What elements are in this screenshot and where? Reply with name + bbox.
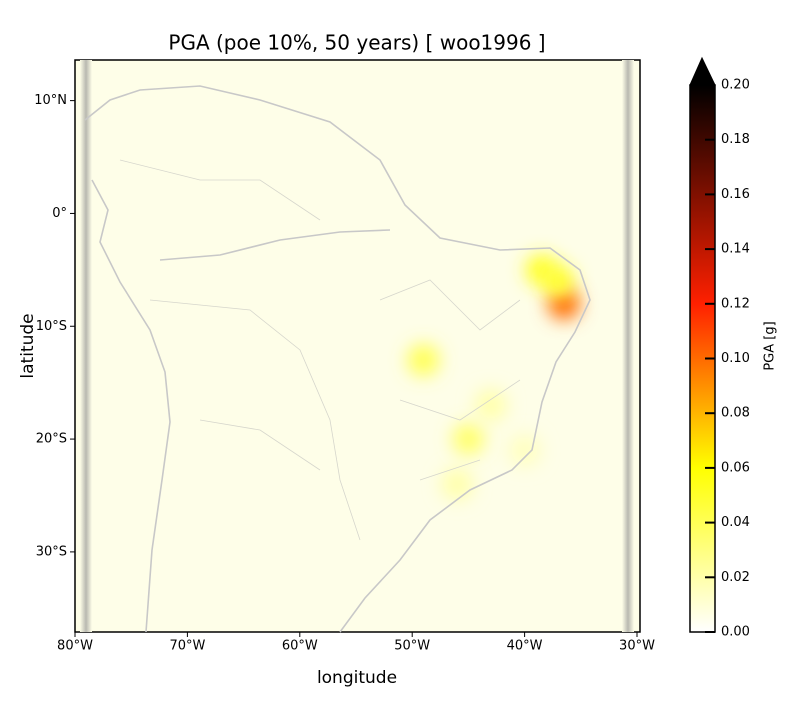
chart-title: PGA (poe 10%, 50 years) [ woo1996 ] [168,31,545,55]
y-tick-label: 10°N [34,93,67,108]
hazard-spot [407,344,440,377]
y-tick-label: 20°S [36,432,67,447]
hazard-spot [441,468,474,501]
y-tick-label: 0° [52,206,67,221]
colorbar-label: PGA [g] [763,321,778,370]
coastline [84,85,591,633]
colorbar-tick-label: 0.04 [721,515,750,530]
edge-band [80,60,92,632]
x-tick-label: 80°W [57,639,93,654]
x-axis-label: longitude [317,668,397,688]
y-axis-label: latitude [18,313,38,378]
x-tick-label: 60°W [282,639,318,654]
edge-band [622,60,634,632]
hazard-layer [407,253,580,501]
x-tick-label: 30°W [619,639,655,654]
colorbar-tick-label: 0.18 [721,132,750,147]
coastline [91,179,171,633]
hazard-spot [452,423,485,456]
colorbar-tick-label: 0.02 [721,570,750,585]
colorbar-tick-label: 0.06 [721,460,750,475]
hazard-spot [542,265,575,298]
border [119,159,521,541]
hazard-spot [474,389,507,422]
colorbar-tick-label: 0.12 [721,296,750,311]
colorbar-tick-label: 0.14 [721,242,750,257]
x-tick-label: 70°W [169,639,205,654]
river [159,229,391,261]
x-tick-label: 50°W [394,639,430,654]
x-tick-label: 40°W [507,639,543,654]
map-frame [74,59,641,633]
y-tick-label: 10°S [36,319,67,334]
hazard-spot [508,434,541,467]
colorbar [689,84,716,633]
colorbar-tick-label: 0.10 [721,351,750,366]
y-tick-label: 30°S [36,544,67,559]
colorbar-tick-label: 0.00 [721,625,750,640]
colorbar-tick-label: 0.16 [721,187,750,202]
colorbar-extend [689,56,716,86]
colorbar-tick-label: 0.20 [721,78,750,93]
colorbar-tick-label: 0.08 [721,406,750,421]
